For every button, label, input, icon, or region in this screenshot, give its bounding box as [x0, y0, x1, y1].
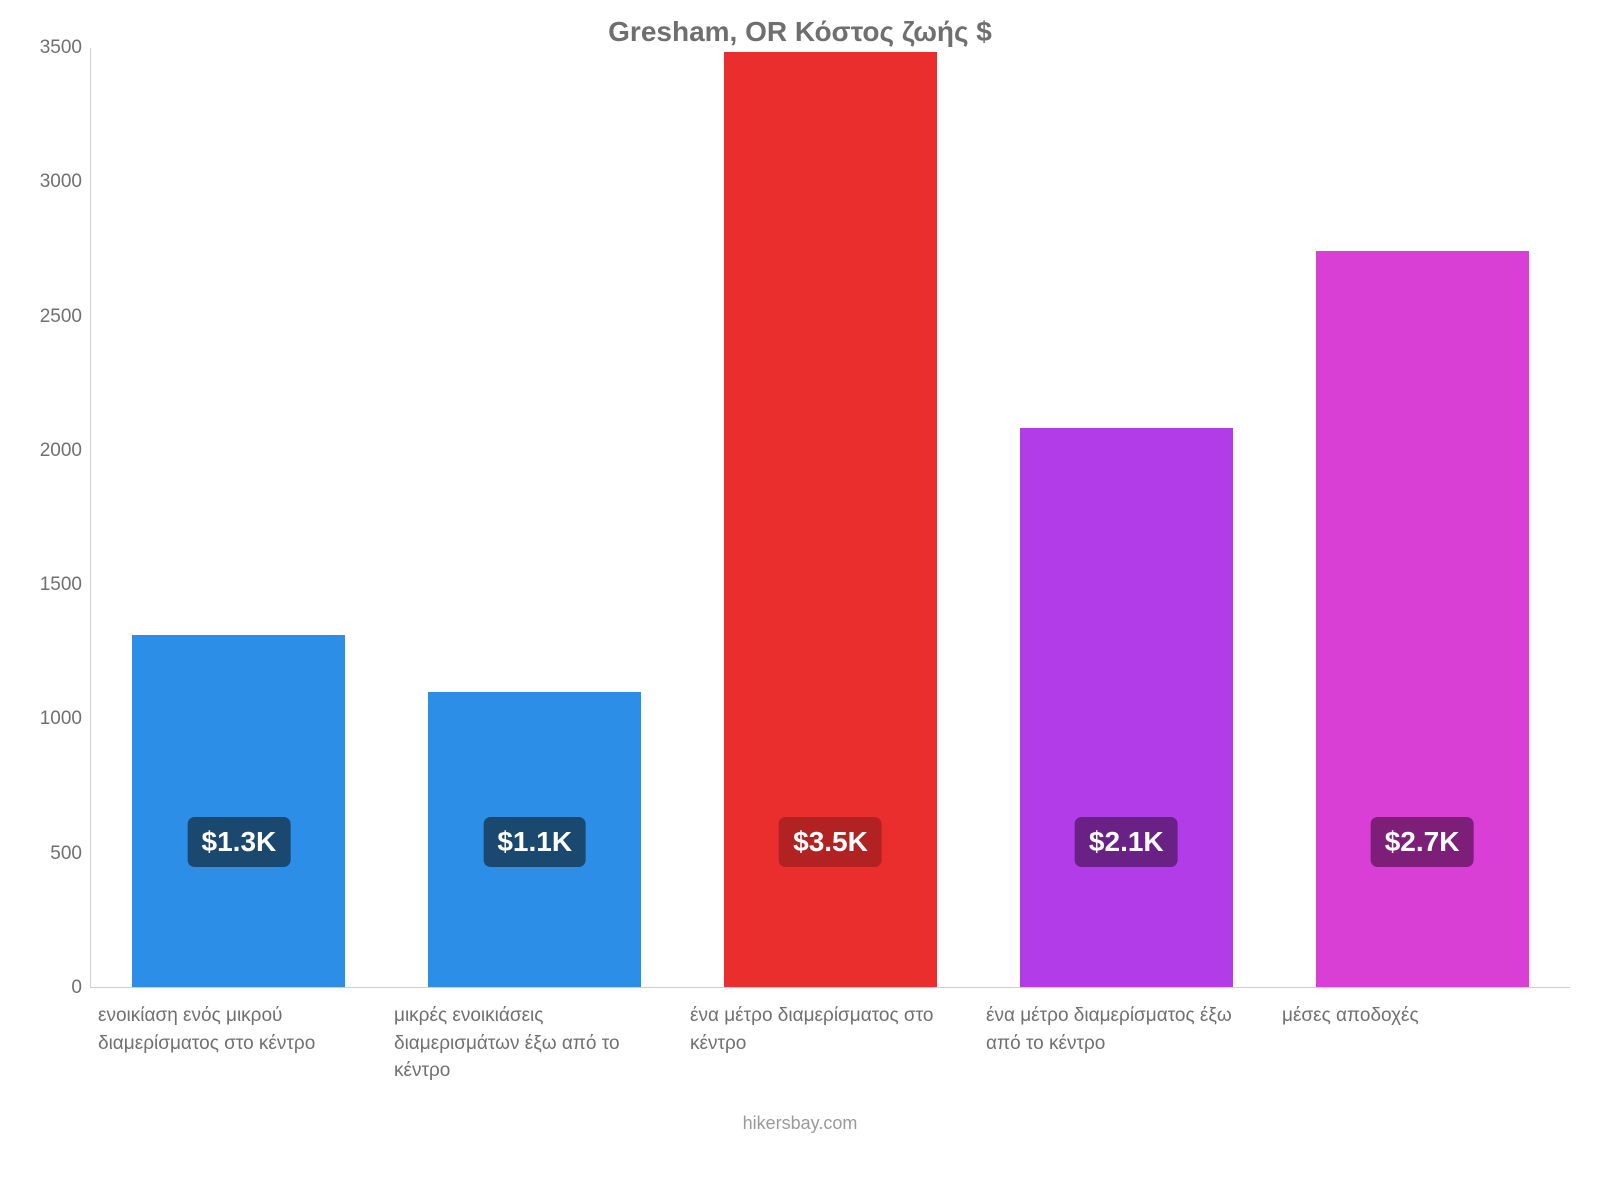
- y-tick-label: 2500: [40, 306, 82, 328]
- x-axis-labels: ενοικίαση ενός μικρού διαμερίσματος στο …: [90, 988, 1570, 1085]
- y-tick-label: 3000: [40, 171, 82, 193]
- y-tick-label: 1000: [40, 708, 82, 730]
- y-axis: 0500100015002000250030003500: [30, 48, 90, 988]
- plot-row: 0500100015002000250030003500 $1.3K$1.1K$…: [30, 48, 1570, 988]
- chart-title: Gresham, OR Κόστος ζωής $: [30, 10, 1570, 48]
- bar: $1.1K: [428, 692, 641, 987]
- y-tick-label: 2000: [40, 440, 82, 462]
- footer-credit: hikersbay.com: [30, 1085, 1570, 1134]
- bar: $1.3K: [132, 635, 345, 987]
- bar-value-badge: $2.7K: [1371, 817, 1474, 867]
- bar-value-badge: $1.1K: [483, 817, 586, 867]
- bar: $2.7K: [1316, 251, 1529, 987]
- bar-value-badge: $1.3K: [188, 817, 291, 867]
- bar: $2.1K: [1020, 428, 1233, 987]
- y-tick-label: 0: [71, 977, 82, 999]
- y-tick-label: 500: [50, 843, 82, 865]
- bar-value-badge: $3.5K: [779, 817, 882, 867]
- bar: $3.5K: [724, 52, 937, 987]
- x-tick-label: μικρές ενοικιάσεις διαμερισμάτων έξω από…: [386, 988, 682, 1085]
- chart-container: Gresham, OR Κόστος ζωής $ 0 500 1000 1500 20…: [0, 0, 1600, 1200]
- bar-value-badge: $2.1K: [1075, 817, 1178, 867]
- x-tick-label: μέσες αποδοχές: [1274, 988, 1570, 1085]
- y-tick-label: 3500: [40, 37, 82, 59]
- x-tick-label: ενοικίαση ενός μικρού διαμερίσματος στο …: [90, 988, 386, 1085]
- x-tick-label: ένα μέτρο διαμερίσματος στο κέντρο: [682, 988, 978, 1085]
- x-tick-label: ένα μέτρο διαμερίσματος έξω από το κέντρ…: [978, 988, 1274, 1085]
- y-tick-label: 1500: [40, 574, 82, 596]
- plot-area: $1.3K $1.1K $3.5K $2.1K $2.7K: [90, 48, 1570, 988]
